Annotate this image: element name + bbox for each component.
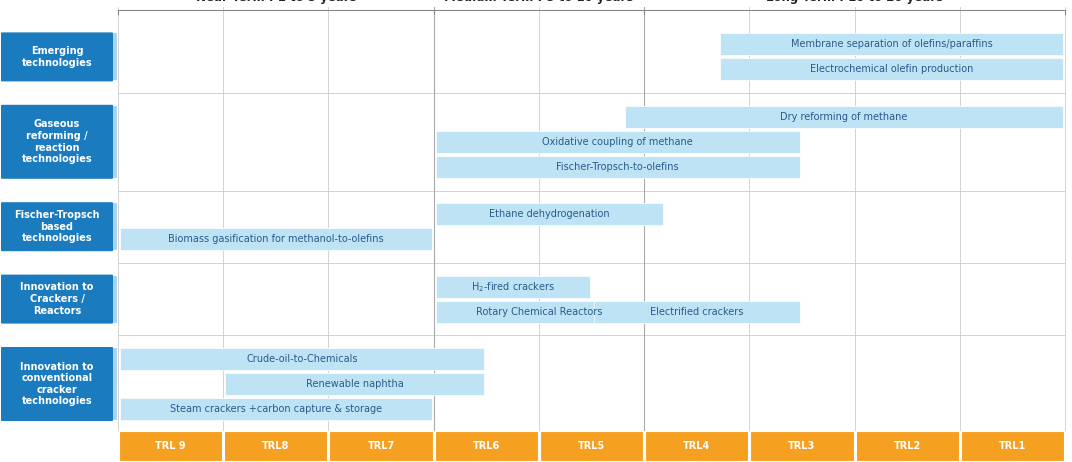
Text: TRL3: TRL3 [788,441,816,451]
Bar [435,301,642,322]
Bar [625,106,1063,128]
Bar [120,228,432,250]
Bar [435,156,800,178]
Bar [435,203,664,225]
Text: Electrochemical olefin production: Electrochemical olefin production [809,64,973,74]
Text: Near Term : 1 to 5 years: Near Term : 1 to 5 years [195,0,356,4]
Text: Dry reforming of methane: Dry reforming of methane [780,112,908,122]
FancyBboxPatch shape [1,274,113,323]
Text: Biomass gasification for methanol-to-olefins: Biomass gasification for methanol-to-ole… [168,234,384,244]
Bar [435,131,800,153]
Bar [961,431,1064,461]
Text: Innovation to
conventional
cracker
technologies: Innovation to conventional cracker techn… [20,362,93,407]
Bar [435,276,590,298]
Text: TRL4: TRL4 [683,441,711,451]
Text: Steam crackers +carbon capture & storage: Steam crackers +carbon capture & storage [169,404,382,414]
Bar [111,276,117,322]
Bar [594,301,800,322]
FancyBboxPatch shape [1,32,113,81]
Text: Gaseous
reforming /
reaction
technologies: Gaseous reforming / reaction technologie… [21,119,92,164]
Bar [225,373,485,395]
Text: Medium Term : 5 to 10 years: Medium Term : 5 to 10 years [444,0,634,4]
Bar [111,106,117,178]
Text: Emerging
technologies: Emerging technologies [21,46,92,68]
Text: TRL7: TRL7 [368,441,394,451]
Text: Crude-oil-to-Chemicals: Crude-oil-to-Chemicals [247,354,358,364]
Text: Rotary Chemical Reactors: Rotary Chemical Reactors [476,307,602,316]
Bar [434,431,538,461]
Text: Innovation to
Crackers /
Reactors: Innovation to Crackers / Reactors [20,282,93,316]
Text: Ethane dehydrogenation: Ethane dehydrogenation [489,209,610,219]
Text: Electrified crackers: Electrified crackers [650,307,743,316]
Text: TRL8: TRL8 [263,441,289,451]
Bar [329,431,433,461]
Bar [120,348,485,370]
Bar [540,431,643,461]
Text: Membrane separation of olefins/paraffins: Membrane separation of olefins/paraffins [790,39,993,49]
Bar [855,431,958,461]
Text: Fischer-Tropsch­to-olefins: Fischer-Tropsch­to-olefins [556,162,680,172]
Bar [111,33,117,80]
Text: Fischer-Tropsch
based
technologies: Fischer-Tropsch based technologies [14,210,100,243]
Text: Long Term : 10 to 20 years: Long Term : 10 to 20 years [766,0,943,4]
Text: TRL 9: TRL 9 [155,441,185,451]
Text: Renewable naphtha: Renewable naphtha [306,379,404,389]
Bar [719,33,1063,55]
Text: TRL5: TRL5 [578,441,605,451]
Text: TRL2: TRL2 [894,441,921,451]
Bar [224,431,327,461]
Text: Oxidative coupling of methane: Oxidative coupling of methane [542,137,694,147]
FancyBboxPatch shape [1,105,113,179]
Bar [120,398,432,420]
Text: TRL1: TRL1 [999,441,1026,451]
Bar [111,203,117,250]
Text: H$_2$-fired crackers: H$_2$-fired crackers [471,280,554,293]
Bar [119,431,222,461]
FancyBboxPatch shape [1,202,113,251]
Bar [111,348,117,420]
Bar [719,58,1063,80]
Bar [645,431,748,461]
FancyBboxPatch shape [1,347,113,421]
Text: TRL6: TRL6 [473,441,500,451]
Bar [750,431,853,461]
